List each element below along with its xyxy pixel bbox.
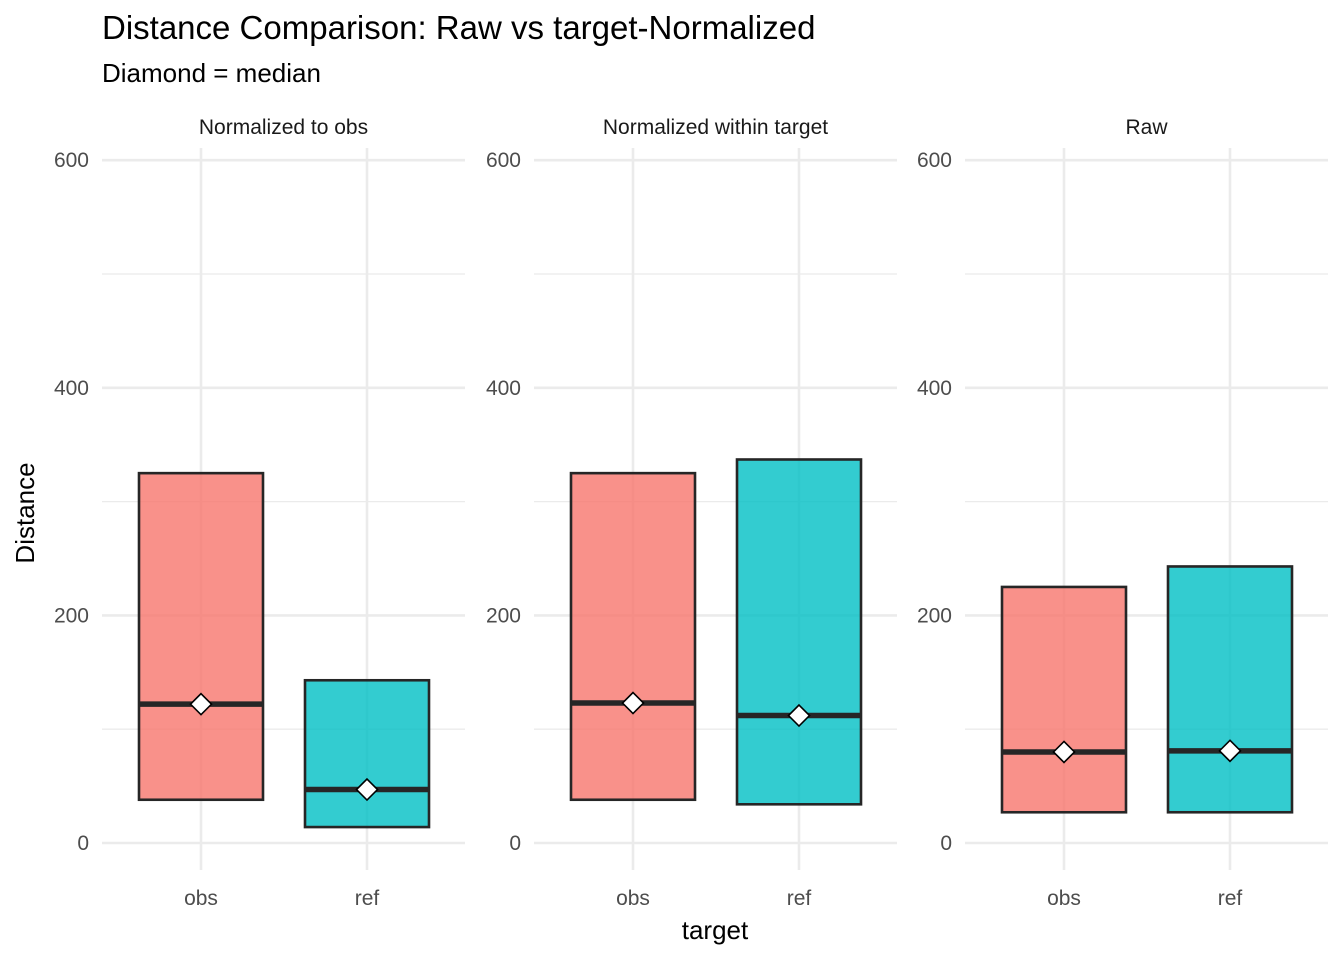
median-diamond-ref — [355, 777, 379, 802]
panel-3: 0 200 400 600 Raw obs ref — [917, 116, 1328, 910]
bar-ref — [735, 458, 863, 806]
bar-obs — [137, 471, 265, 802]
y-tick-label: 600 — [486, 149, 521, 172]
y-tick-label: 200 — [917, 604, 952, 627]
median-diamond-obs — [189, 692, 213, 716]
bar-obs — [1000, 585, 1128, 814]
y-tick-label: 0 — [509, 832, 521, 855]
y-tick-label: 400 — [54, 377, 89, 400]
bar-obs — [569, 471, 697, 802]
y-tick-label: 0 — [77, 832, 89, 855]
median-diamond-obs — [1052, 740, 1076, 764]
y-tick-label: 400 — [917, 377, 952, 400]
x-tick-label: obs — [184, 887, 218, 910]
y-tick-label: 0 — [940, 832, 952, 855]
y-tick-label: 600 — [54, 149, 89, 172]
bar-ref — [303, 678, 431, 829]
y-axis-title: Distance — [10, 462, 40, 563]
x-tick-label: ref — [355, 887, 380, 910]
facet-strip-label: Raw — [1125, 116, 1168, 139]
median-diamond-ref — [787, 703, 811, 728]
bar-ref — [1166, 565, 1294, 814]
chart-title: Distance Comparison: Raw vs target-Norma… — [102, 9, 815, 46]
x-tick-label: obs — [616, 887, 650, 910]
x-tick-label: ref — [787, 887, 812, 910]
x-axis-title: target — [682, 915, 749, 945]
y-tick-label: 600 — [917, 149, 952, 172]
chart-subtitle: Diamond = median — [102, 58, 321, 88]
y-tick-label: 200 — [54, 604, 89, 627]
y-tick-label: 400 — [486, 377, 521, 400]
facet-panels: 0 200 400 600 Normalized to obs obs ref 0 200 400… — [54, 116, 1328, 910]
panel-1: 0 200 400 600 Normalized to obs obs ref — [54, 116, 465, 910]
x-tick-label: obs — [1047, 887, 1081, 910]
facet-strip-label: Normalized to obs — [199, 116, 368, 139]
facet-strip-label: Normalized within target — [603, 116, 828, 139]
y-tick-label: 200 — [486, 604, 521, 627]
panel-2: 0 200 400 600 Normalized within target obs ref — [486, 116, 897, 910]
median-diamond-ref — [1218, 739, 1242, 763]
x-tick-label: ref — [1218, 887, 1243, 910]
median-diamond-obs — [621, 691, 645, 715]
